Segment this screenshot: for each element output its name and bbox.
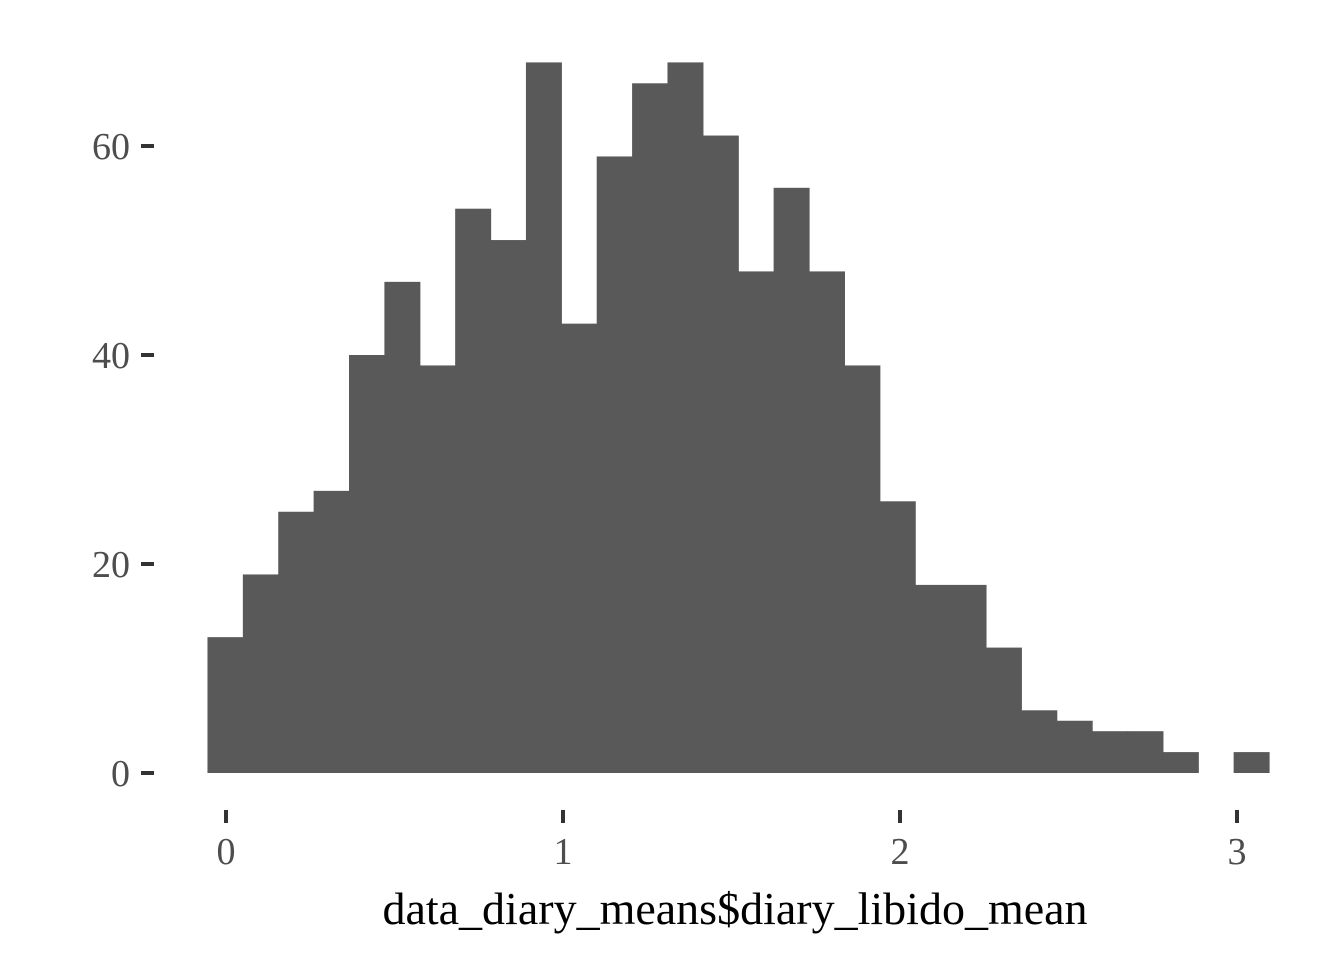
histogram-bar	[384, 281, 421, 773]
histogram-bar	[349, 355, 385, 773]
y-tick-label: 40	[92, 335, 130, 377]
histogram-bar	[278, 511, 315, 773]
y-tick-label: 0	[111, 753, 130, 795]
histogram-bar	[207, 637, 244, 773]
histogram-bar	[455, 208, 492, 773]
x-tick-label: 3	[1228, 831, 1247, 873]
histogram-bar	[773, 187, 810, 774]
histogram-bar	[1233, 752, 1270, 773]
histogram-bar	[1056, 720, 1093, 773]
histogram-bar	[915, 584, 952, 773]
histogram-bar	[879, 501, 916, 773]
histogram-bar	[632, 83, 669, 774]
y-tick-label: 20	[92, 544, 130, 586]
histogram-bar	[419, 365, 456, 773]
histogram-bars	[207, 62, 1270, 774]
histogram-bar	[490, 240, 527, 774]
histogram-bar	[242, 574, 279, 773]
histogram-bar	[1162, 752, 1199, 773]
histogram-bar	[561, 323, 598, 773]
histogram-bar	[738, 271, 775, 773]
histogram-bar	[313, 490, 350, 773]
histogram-bar	[809, 271, 845, 773]
histogram-bar	[596, 156, 633, 773]
x-tick-label: 2	[891, 831, 910, 873]
x-axis: 0 1 2 3	[217, 810, 1247, 873]
histogram-bar	[1127, 731, 1164, 773]
y-tick-label: 60	[92, 126, 130, 168]
histogram-bar	[525, 62, 562, 773]
histogram-bar	[950, 584, 987, 773]
histogram-bar	[844, 365, 881, 773]
histogram-bar	[1092, 731, 1129, 773]
histogram-bar	[702, 135, 739, 774]
histogram-bar	[985, 647, 1022, 773]
histogram-bar	[1021, 710, 1058, 773]
x-tick-label: 0	[217, 831, 236, 873]
y-axis: 0 20 40 60	[92, 126, 154, 795]
x-tick-label: 1	[554, 831, 573, 873]
x-axis-title: data_diary_means$diary_libido_mean	[382, 883, 1087, 934]
histogram-bar	[667, 62, 704, 773]
